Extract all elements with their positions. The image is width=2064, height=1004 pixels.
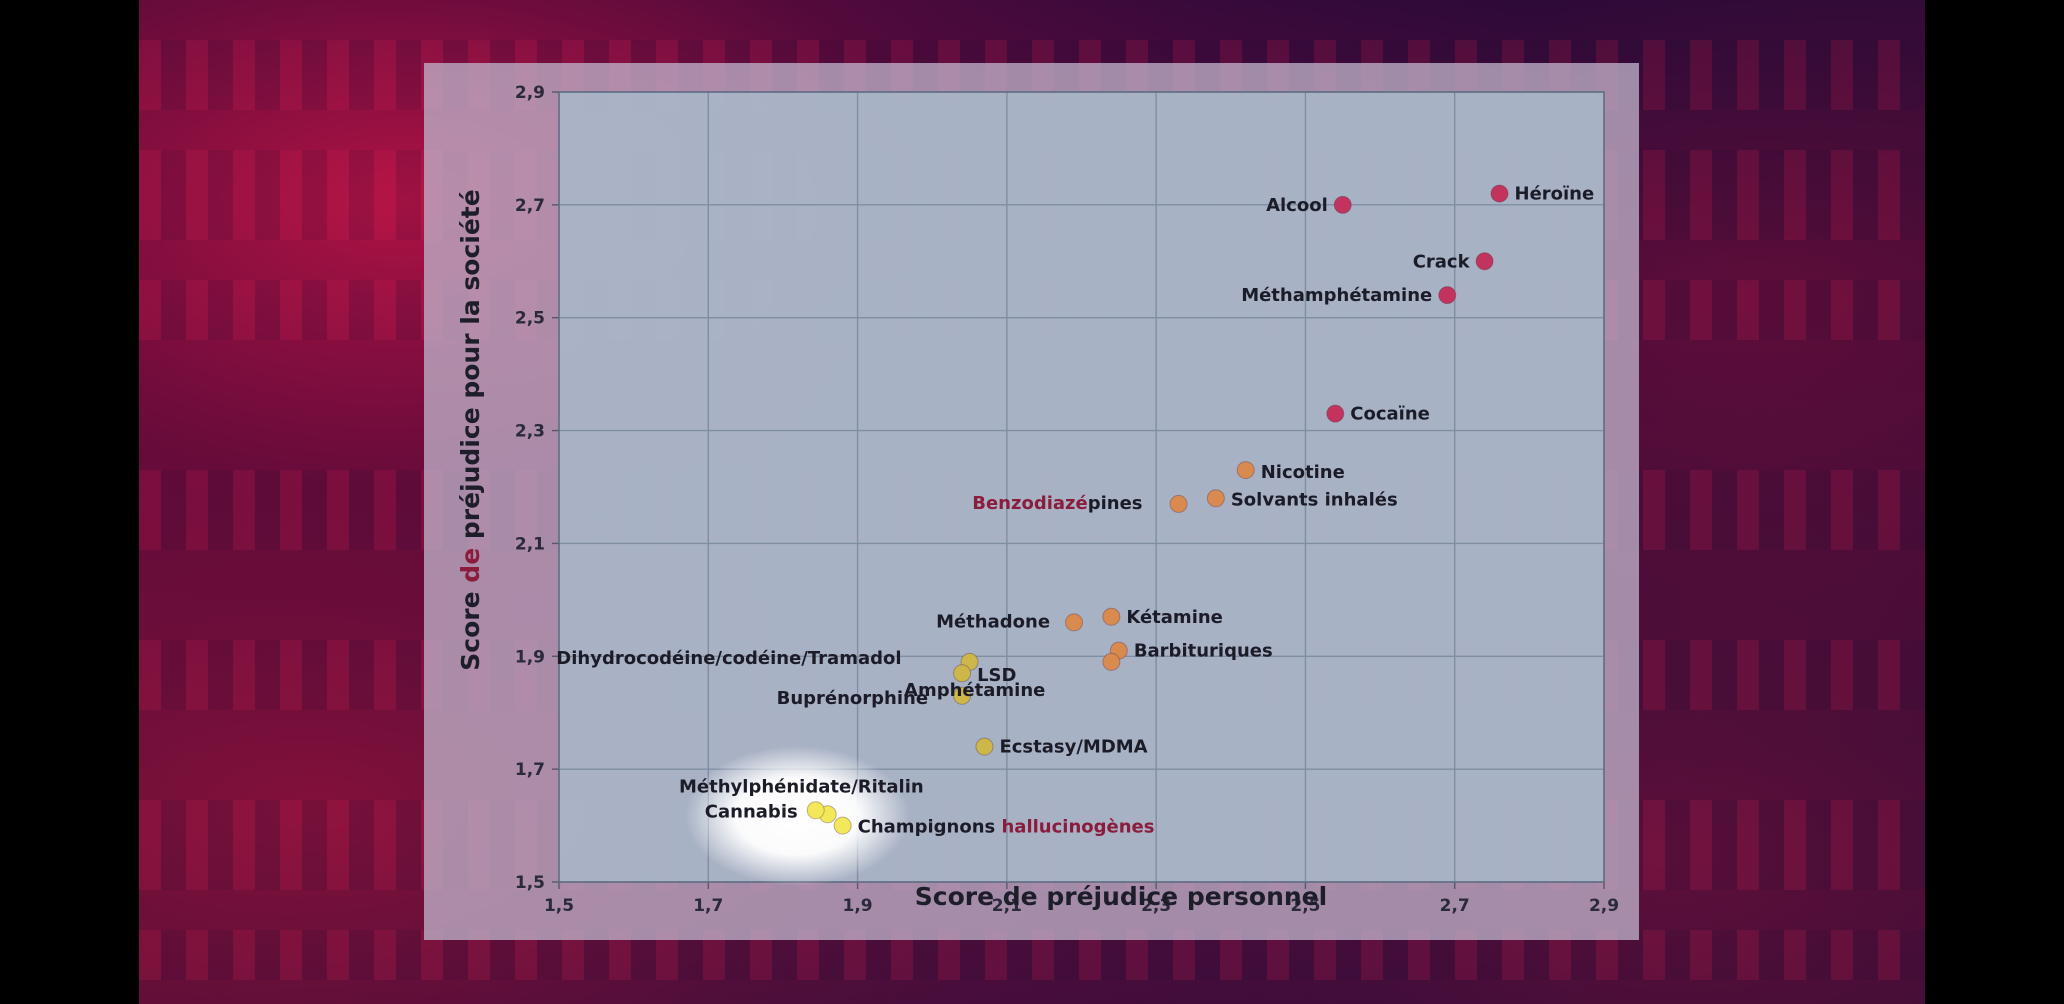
y-tick-label: 2,3 xyxy=(515,422,545,442)
point-ketamine xyxy=(1102,607,1121,626)
y-tick-label: 1,5 xyxy=(515,873,545,893)
label-amphetamine: Amphétamine xyxy=(904,680,1045,701)
data-points xyxy=(806,184,1509,835)
point-cannabis xyxy=(806,801,825,820)
x-tick-label: 1,5 xyxy=(544,896,574,916)
point-buprenorphine xyxy=(953,686,972,705)
point-heroine xyxy=(1490,184,1509,203)
x-tick-label: 2,5 xyxy=(1290,896,1320,916)
label-benzodiazepines: Benzodiazépines xyxy=(972,493,1142,514)
point-labels: Héroïne Alcool Crack Méthamphétamine Cocaïne… xyxy=(556,184,1594,838)
x-tick-label: 2,7 xyxy=(1440,896,1470,916)
x-tick-label: 1,7 xyxy=(693,896,723,916)
label-cannabis: Cannabis xyxy=(705,801,798,822)
x-tick-label: 2,1 xyxy=(992,896,1022,916)
label-alcool: Alcool xyxy=(1266,195,1328,216)
label-methamphetamine: Méthamphétamine xyxy=(1241,285,1432,306)
highlight-circle xyxy=(685,745,910,886)
y-tick-label: 2,1 xyxy=(515,534,545,554)
label-methylphenidate-ritalin: Méthylphénidate/Ritalin xyxy=(679,776,924,797)
point-crack xyxy=(1475,252,1494,271)
label-ketamine: Kétamine xyxy=(1126,607,1223,628)
point-solvants-inhales xyxy=(1206,489,1225,508)
y-tick-label: 1,7 xyxy=(515,760,545,780)
point-champignons-hallucinogenes xyxy=(833,816,852,835)
plot-area xyxy=(559,92,1604,882)
label-barbituriques: Barbituriques xyxy=(1134,641,1273,662)
y-tick-label: 2,5 xyxy=(515,309,545,329)
point-ecstasy-mdma xyxy=(975,737,994,756)
y-tick-label: 1,9 xyxy=(515,647,545,667)
tick-labels: 1,5 1,7 1,9 2,1 2,3 2,5 2,7 2,9 1,5 1,7 1,9 2,1 2,3 2… xyxy=(515,83,1619,916)
x-tick-label: 2,9 xyxy=(1589,896,1619,916)
label-dihydrocodeine-codeine-tramadol: Dihydrocodéine/codéine/Tramadol xyxy=(556,648,901,669)
label-methadone: Méthadone xyxy=(936,611,1050,632)
x-tick-label: 2,3 xyxy=(1141,896,1171,916)
x-tick-label: 1,9 xyxy=(843,896,873,916)
point-alcool xyxy=(1333,195,1352,214)
label-cocaine: Cocaïne xyxy=(1350,404,1430,425)
point-nicotine xyxy=(1236,461,1255,480)
label-lsd: LSD xyxy=(977,665,1016,686)
y-tick-label: 2,7 xyxy=(515,196,545,216)
y-tick-label: 2,9 xyxy=(515,83,545,103)
point-cocaine xyxy=(1326,404,1345,423)
point-methamphetamine xyxy=(1438,286,1457,305)
point-methadone xyxy=(1065,613,1084,632)
x-axis-title: Score de préjudice personnel xyxy=(915,882,1327,911)
point-lsd xyxy=(953,664,972,683)
gridlines xyxy=(552,91,1605,889)
label-champignons-hallucinogenes: Champignons hallucinogènes xyxy=(858,817,1155,838)
chart-slide: Héroïne Alcool Crack Méthamphétamine Cocaïne… xyxy=(424,63,1639,940)
label-ecstasy-mdma: Ecstasy/MDMA xyxy=(999,737,1147,758)
scatter-chart: Héroïne Alcool Crack Méthamphétamine Cocaïne… xyxy=(456,83,1619,916)
y-axis-title: Score de préjudice pour la société xyxy=(456,189,485,670)
label-nicotine: Nicotine xyxy=(1261,462,1345,483)
label-heroine: Héroïne xyxy=(1515,184,1595,205)
highlight-glow xyxy=(685,745,910,886)
point-benzodiazepines xyxy=(1169,494,1188,513)
point-amphetamine xyxy=(1102,652,1121,671)
label-crack: Crack xyxy=(1413,251,1471,272)
label-solvants-inhales: Solvants inhalés xyxy=(1231,489,1398,510)
label-buprenorphine: Buprénorphine xyxy=(777,688,928,709)
plot-border xyxy=(558,91,1605,883)
